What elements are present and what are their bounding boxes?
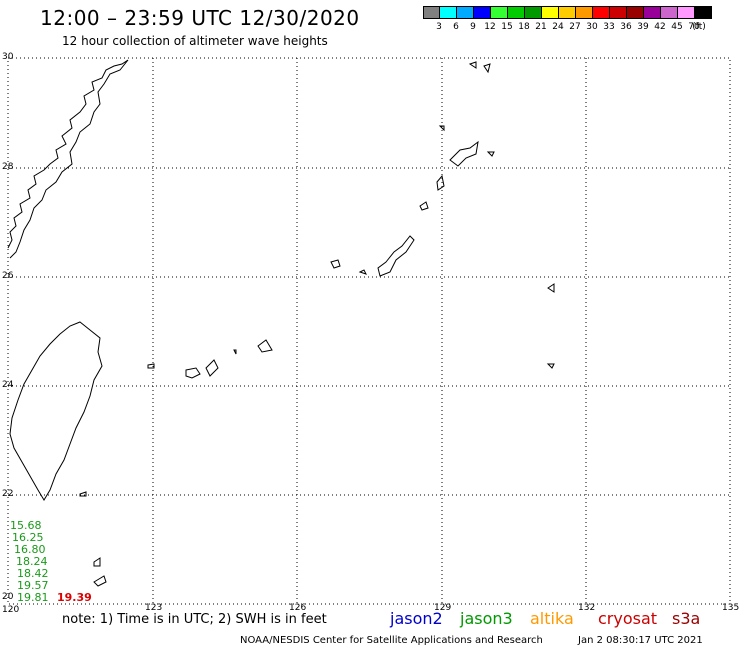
legend-label: 21 <box>535 22 547 32</box>
legend-label: 42 <box>654 22 666 32</box>
lat-label: 22 <box>2 489 14 499</box>
swh-value: 18.24 <box>16 555 48 568</box>
legend-swatch <box>423 6 440 19</box>
lon-label: 135 <box>722 603 740 613</box>
china-coastline <box>7 59 129 259</box>
swh-value: 19.81 <box>17 591 49 604</box>
lon-label: 126 <box>289 603 307 613</box>
graticule <box>7 57 731 605</box>
legend-swatch <box>542 6 559 19</box>
legend-label: 15 <box>501 22 513 32</box>
lat-label: 30 <box>2 52 14 62</box>
legend-swatch <box>593 6 610 19</box>
swh-value: 15.68 <box>10 519 42 532</box>
sat-altika: altika <box>530 609 574 628</box>
swh-value: 18.42 <box>17 567 49 580</box>
legend-swatch <box>491 6 508 19</box>
taiwan-coastline <box>9 321 103 501</box>
legend-label: 9 <box>470 22 476 32</box>
swh-value: 16.25 <box>12 531 44 544</box>
legend-swatch <box>576 6 593 19</box>
lon-label: 120 <box>2 605 20 615</box>
sat-jason2: jason2 <box>390 609 443 628</box>
legend-swatch <box>695 6 712 19</box>
lat-label: 28 <box>2 162 14 172</box>
sat-cryosat: cryosat <box>598 609 658 628</box>
swh-value-red: 19.39 <box>57 591 92 604</box>
legend-label: (ft) <box>692 22 706 32</box>
legend-label: 18 <box>518 22 530 32</box>
legend-label: 36 <box>620 22 632 32</box>
legend-label: 3 <box>436 22 442 32</box>
footer-credit: NOAA/NESDIS Center for Satellite Applica… <box>240 635 543 646</box>
footer-timestamp: Jan 2 08:30:17 UTC 2021 <box>578 635 703 646</box>
legend-label: 27 <box>569 22 581 32</box>
map-subtitle: 12 hour collection of altimeter wave hei… <box>62 34 328 48</box>
legend-swatch <box>678 6 695 19</box>
swh-value: 16.80 <box>14 543 46 556</box>
legend-swatch <box>610 6 627 19</box>
footer-note: note: 1) Time is in UTC; 2) SWH is in fe… <box>62 612 327 627</box>
legend-swatch <box>457 6 474 19</box>
legend-label: 24 <box>552 22 564 32</box>
legend-label: 39 <box>637 22 649 32</box>
legend-label: 45 <box>671 22 683 32</box>
color-legend <box>423 6 712 19</box>
lon-label: 129 <box>434 603 452 613</box>
legend-label: 33 <box>603 22 615 32</box>
lat-label: 26 <box>2 271 14 281</box>
legend-swatch <box>559 6 576 19</box>
sat-jason3: jason3 <box>460 609 513 628</box>
legend-label: 30 <box>586 22 598 32</box>
lat-label: 20 <box>2 592 14 602</box>
lon-label: 123 <box>145 603 163 613</box>
legend-label: 12 <box>484 22 496 32</box>
islands <box>79 61 555 587</box>
legend-swatch <box>440 6 457 19</box>
legend-label: 70 <box>688 22 700 32</box>
legend-swatch <box>474 6 491 19</box>
legend-swatch <box>508 6 525 19</box>
legend-swatch <box>627 6 644 19</box>
swh-value: 19.57 <box>17 579 49 592</box>
lat-label: 24 <box>2 380 14 390</box>
legend-swatch <box>661 6 678 19</box>
map-title: 12:00 – 23:59 UTC 12/30/2020 <box>40 6 360 30</box>
legend-swatch <box>644 6 661 19</box>
sat-s3a: s3a <box>672 609 701 628</box>
legend-swatch <box>525 6 542 19</box>
legend-label: 6 <box>453 22 459 32</box>
lon-label: 132 <box>578 603 596 613</box>
